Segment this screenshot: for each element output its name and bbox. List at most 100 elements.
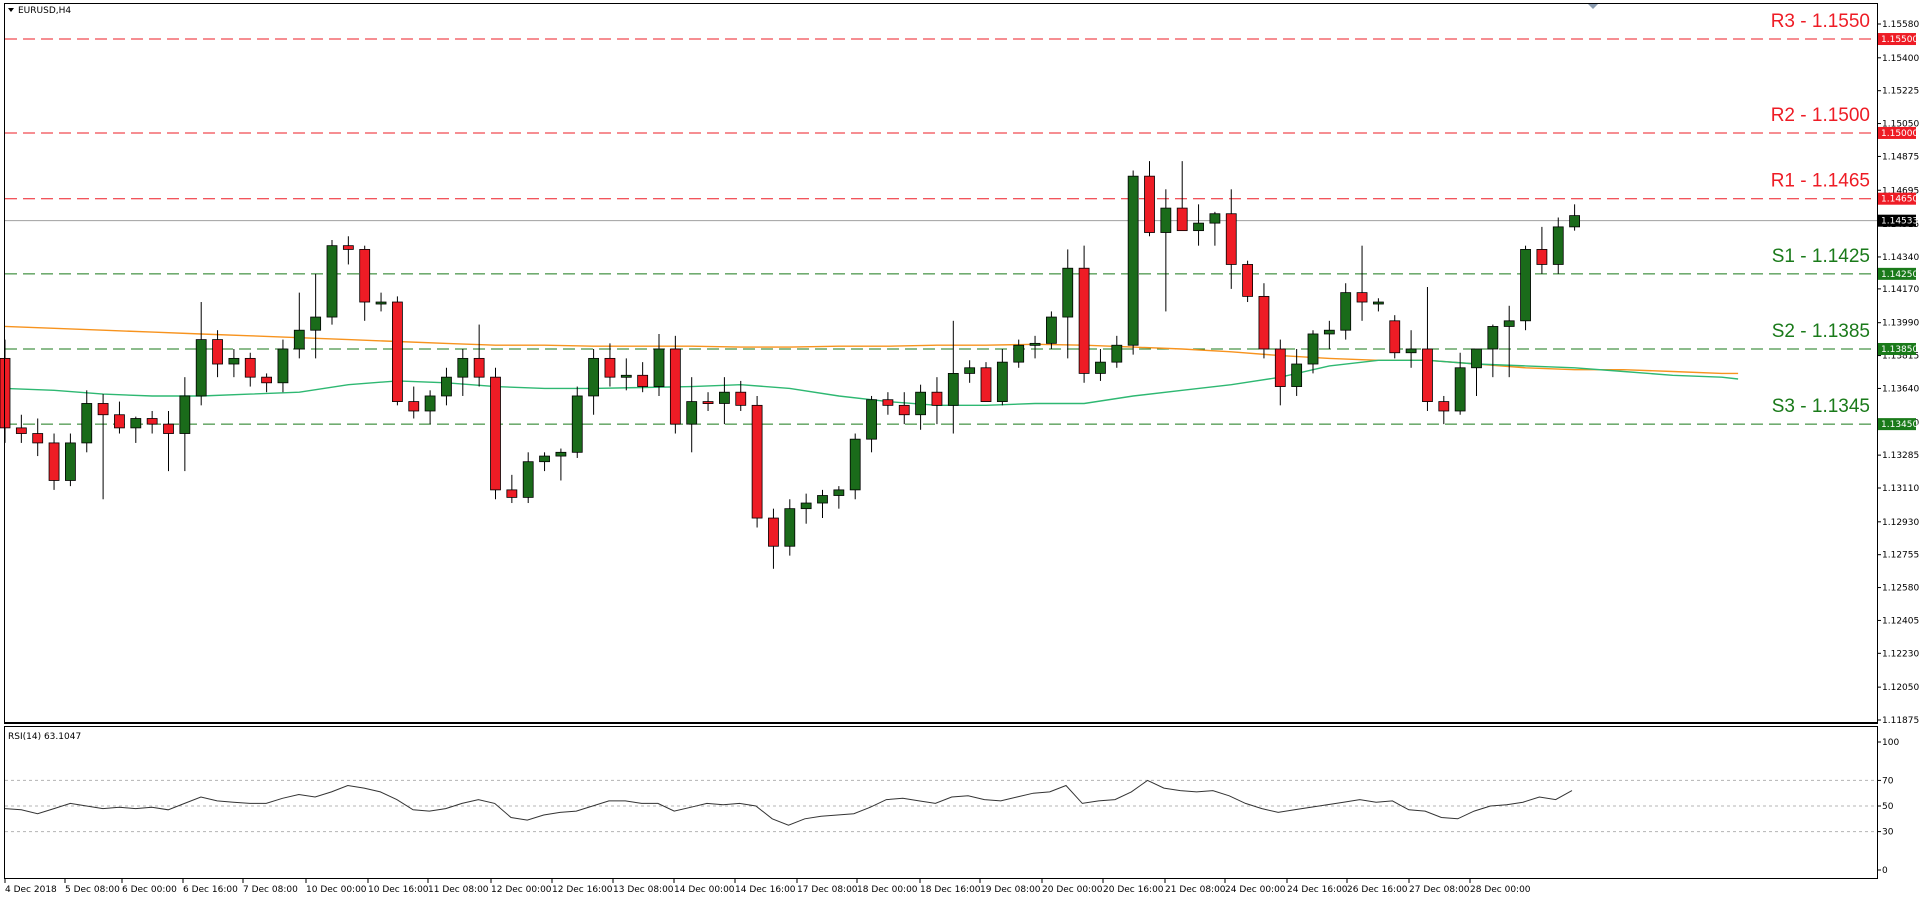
candle[interactable] xyxy=(996,348,1008,406)
candle[interactable] xyxy=(604,343,616,387)
candle[interactable] xyxy=(179,377,191,472)
candle[interactable] xyxy=(980,362,992,402)
candle[interactable] xyxy=(1274,339,1286,406)
candle[interactable] xyxy=(915,384,926,430)
candle[interactable] xyxy=(898,392,910,425)
candle[interactable] xyxy=(48,433,60,490)
candle[interactable] xyxy=(1258,283,1270,359)
candle[interactable] xyxy=(1144,161,1155,237)
chevron-down-icon[interactable] xyxy=(8,8,14,12)
candle[interactable] xyxy=(342,236,354,265)
candle[interactable] xyxy=(1078,245,1090,383)
candle[interactable] xyxy=(1160,189,1172,312)
candle[interactable] xyxy=(15,414,27,443)
candle[interactable] xyxy=(1242,260,1253,303)
candle[interactable] xyxy=(931,377,943,425)
candle[interactable] xyxy=(391,296,403,406)
candle[interactable] xyxy=(441,367,452,406)
candle[interactable] xyxy=(457,348,469,396)
candle[interactable] xyxy=(1013,339,1025,368)
candle[interactable] xyxy=(506,474,518,504)
rsi-tick-label: 50 xyxy=(1882,802,1894,812)
candle[interactable] xyxy=(277,339,289,393)
symbol-label[interactable]: EURUSD,H4 xyxy=(18,6,71,16)
candle[interactable] xyxy=(1111,335,1123,368)
candle[interactable] xyxy=(1193,204,1204,246)
candle[interactable] xyxy=(817,489,828,519)
candle[interactable] xyxy=(1225,189,1237,289)
candle[interactable] xyxy=(212,330,223,378)
candle[interactable] xyxy=(1422,286,1433,411)
candle[interactable] xyxy=(310,273,322,359)
candle[interactable] xyxy=(293,292,305,359)
candle[interactable] xyxy=(1209,211,1221,246)
candle[interactable] xyxy=(1536,226,1548,274)
candle[interactable] xyxy=(1405,330,1417,368)
candle[interactable] xyxy=(244,352,256,387)
candle[interactable] xyxy=(473,324,485,387)
candle[interactable] xyxy=(1291,348,1303,396)
candle[interactable] xyxy=(751,395,763,528)
candle[interactable] xyxy=(637,362,649,393)
candle[interactable] xyxy=(81,390,93,453)
candle[interactable] xyxy=(1389,315,1401,359)
candle[interactable] xyxy=(1356,245,1368,321)
candle[interactable] xyxy=(571,386,583,458)
candle[interactable] xyxy=(1503,305,1515,378)
candle[interactable] xyxy=(1340,283,1352,340)
candle[interactable] xyxy=(375,292,387,312)
candle[interactable] xyxy=(228,348,240,378)
candle[interactable] xyxy=(130,416,142,443)
candle[interactable] xyxy=(32,418,44,457)
candle[interactable] xyxy=(1454,352,1466,415)
candle[interactable] xyxy=(539,452,550,472)
candle[interactable] xyxy=(1046,311,1057,349)
candle[interactable] xyxy=(1373,298,1384,312)
candle[interactable] xyxy=(1062,249,1074,359)
candle[interactable] xyxy=(849,433,861,500)
candle[interactable] xyxy=(97,394,109,500)
candle[interactable] xyxy=(1471,348,1482,396)
candle[interactable] xyxy=(65,433,76,487)
candle[interactable] xyxy=(424,390,436,425)
candle[interactable] xyxy=(719,377,730,425)
candle[interactable] xyxy=(1127,170,1139,355)
candle[interactable] xyxy=(947,320,959,434)
candle[interactable] xyxy=(653,333,665,396)
candle[interactable] xyxy=(1029,335,1041,359)
candle[interactable] xyxy=(1176,161,1188,232)
candle[interactable] xyxy=(1552,217,1564,274)
candle[interactable] xyxy=(669,335,681,434)
candle[interactable] xyxy=(114,401,125,434)
candle[interactable] xyxy=(866,395,877,453)
candle[interactable] xyxy=(555,448,567,481)
candle[interactable] xyxy=(882,392,894,415)
candle[interactable] xyxy=(1323,320,1335,349)
chart-shift-marker[interactable] xyxy=(1588,4,1598,9)
candle[interactable] xyxy=(1307,330,1319,374)
candle[interactable] xyxy=(1569,204,1580,231)
candle[interactable] xyxy=(522,452,534,504)
candle[interactable] xyxy=(1095,348,1106,381)
candle[interactable] xyxy=(408,386,420,419)
candle[interactable] xyxy=(702,392,714,411)
candle[interactable] xyxy=(1438,395,1450,425)
candle[interactable] xyxy=(784,499,796,556)
candle[interactable] xyxy=(1487,324,1499,378)
candle[interactable] xyxy=(261,373,273,393)
candle[interactable] xyxy=(768,508,779,569)
candle[interactable] xyxy=(326,240,338,325)
candle[interactable] xyxy=(146,410,158,434)
candle[interactable] xyxy=(490,367,501,500)
candle[interactable] xyxy=(964,360,976,383)
candle[interactable] xyxy=(588,348,599,415)
candle[interactable] xyxy=(359,245,371,321)
candle[interactable] xyxy=(1520,245,1531,331)
candle[interactable] xyxy=(735,380,747,411)
candle[interactable] xyxy=(620,358,632,391)
candle[interactable] xyxy=(800,493,812,524)
candle[interactable] xyxy=(163,410,174,472)
candle[interactable] xyxy=(195,302,207,406)
candle[interactable] xyxy=(833,486,845,509)
candle[interactable] xyxy=(686,377,698,453)
